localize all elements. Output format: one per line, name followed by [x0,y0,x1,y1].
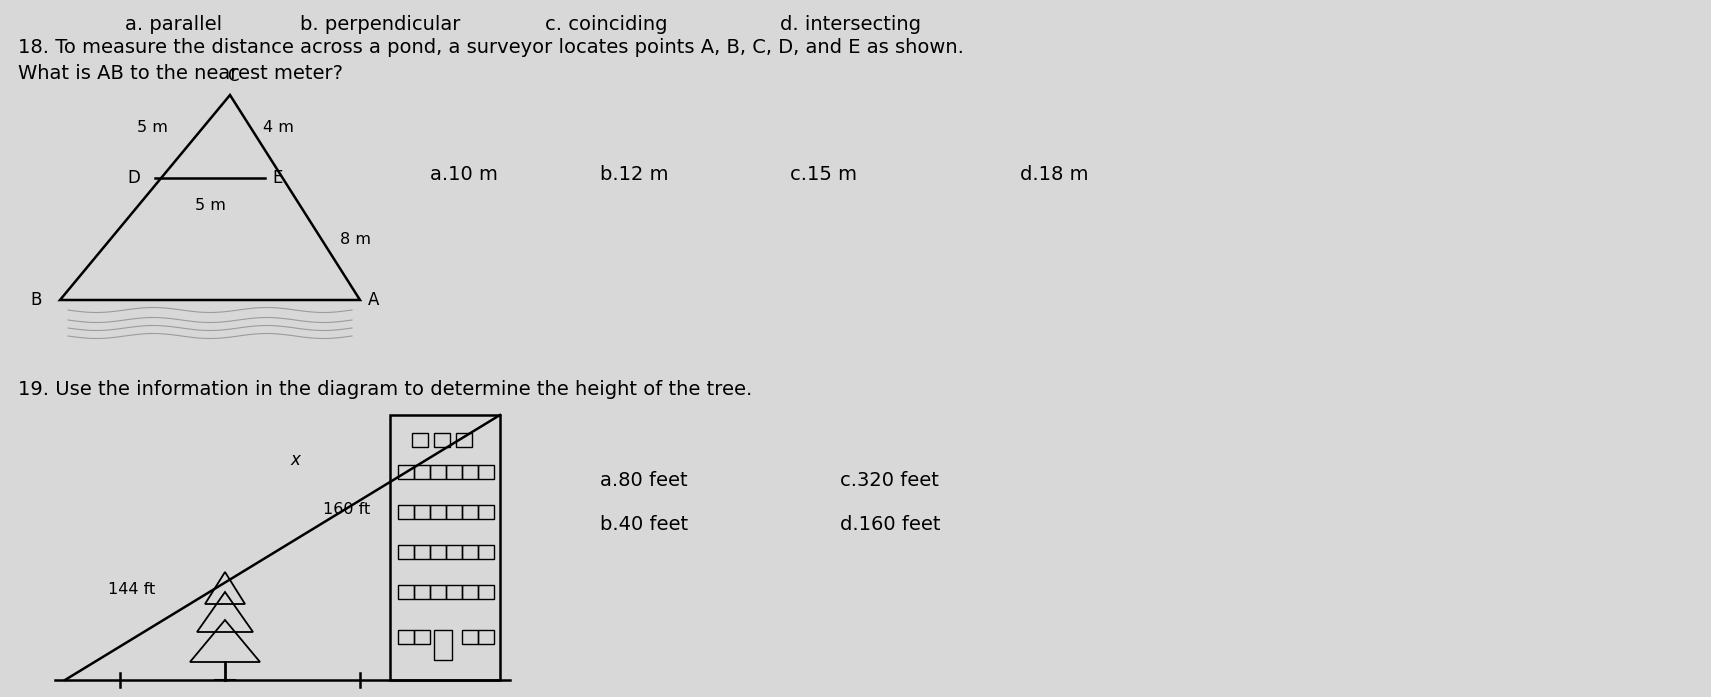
Text: b. perpendicular: b. perpendicular [299,15,460,34]
Text: d.18 m: d.18 m [1020,165,1088,185]
Text: a. parallel: a. parallel [125,15,222,34]
Text: b.12 m: b.12 m [601,165,669,185]
Text: b.40 feet: b.40 feet [601,516,688,535]
Text: c.15 m: c.15 m [790,165,857,185]
Text: What is AB to the nearest meter?: What is AB to the nearest meter? [19,64,342,83]
Text: A: A [368,291,380,309]
Text: 8 m: 8 m [340,233,371,247]
Text: D: D [127,169,140,187]
Text: a.80 feet: a.80 feet [601,470,688,489]
Text: c.320 feet: c.320 feet [840,470,939,489]
Text: 144 ft: 144 ft [108,583,156,597]
Text: 5 m: 5 m [195,198,226,213]
Text: a.10 m: a.10 m [429,165,498,185]
Text: B: B [31,291,43,309]
Text: E: E [272,169,282,187]
Text: 19. Use the information in the diagram to determine the height of the tree.: 19. Use the information in the diagram t… [19,380,753,399]
Text: x: x [291,451,299,469]
Text: c. coinciding: c. coinciding [546,15,667,34]
Text: d. intersecting: d. intersecting [780,15,921,34]
Text: d.160 feet: d.160 feet [840,516,941,535]
Text: 160 ft: 160 ft [323,503,370,517]
Text: 5 m: 5 m [137,121,168,135]
Text: 18. To measure the distance across a pond, a surveyor locates points A, B, C, D,: 18. To measure the distance across a pon… [19,38,963,57]
Text: C: C [228,67,240,85]
Text: 4 m: 4 m [263,121,294,135]
